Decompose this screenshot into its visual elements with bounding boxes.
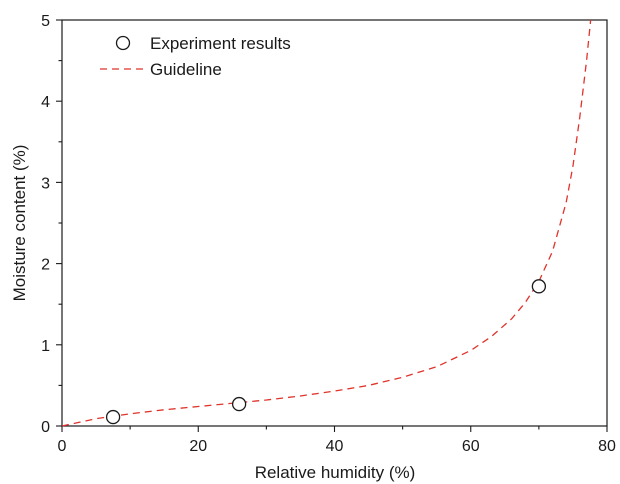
x-tick-label: 80 bbox=[598, 438, 616, 455]
x-tick-label: 40 bbox=[326, 438, 344, 455]
axes: 0 20 40 60 80 0 1 2 3 4 5 bbox=[41, 13, 616, 455]
experiment-point bbox=[531, 279, 547, 294]
plot-frame bbox=[61, 19, 608, 427]
y-tick-label: 5 bbox=[41, 13, 50, 30]
guideline-series bbox=[61, 19, 592, 427]
legend-label-guideline: Guideline bbox=[150, 60, 222, 79]
plot-area bbox=[61, 19, 608, 427]
x-tick-label: 0 bbox=[58, 438, 67, 455]
legend: Experiment results Guideline bbox=[100, 34, 291, 79]
y-tick-label: 3 bbox=[41, 175, 50, 192]
experiment-point bbox=[105, 409, 121, 425]
x-axis-label: Relative humidity (%) bbox=[255, 463, 416, 482]
y-tick-label: 0 bbox=[41, 419, 50, 436]
legend-label-experiment-results: Experiment results bbox=[150, 34, 291, 53]
x-tick-label: 20 bbox=[189, 438, 207, 455]
y-tick-label: 4 bbox=[41, 94, 50, 111]
experiment-results-series bbox=[105, 279, 547, 425]
legend-marker-experiment-results bbox=[115, 35, 131, 51]
x-tick-label: 60 bbox=[462, 438, 480, 455]
y-tick-label: 2 bbox=[41, 257, 50, 274]
y-axis-label: Moisture content (%) bbox=[10, 145, 29, 302]
y-tick-label: 1 bbox=[41, 338, 50, 355]
experiment-point bbox=[231, 396, 247, 412]
guideline-curve bbox=[61, 19, 592, 427]
